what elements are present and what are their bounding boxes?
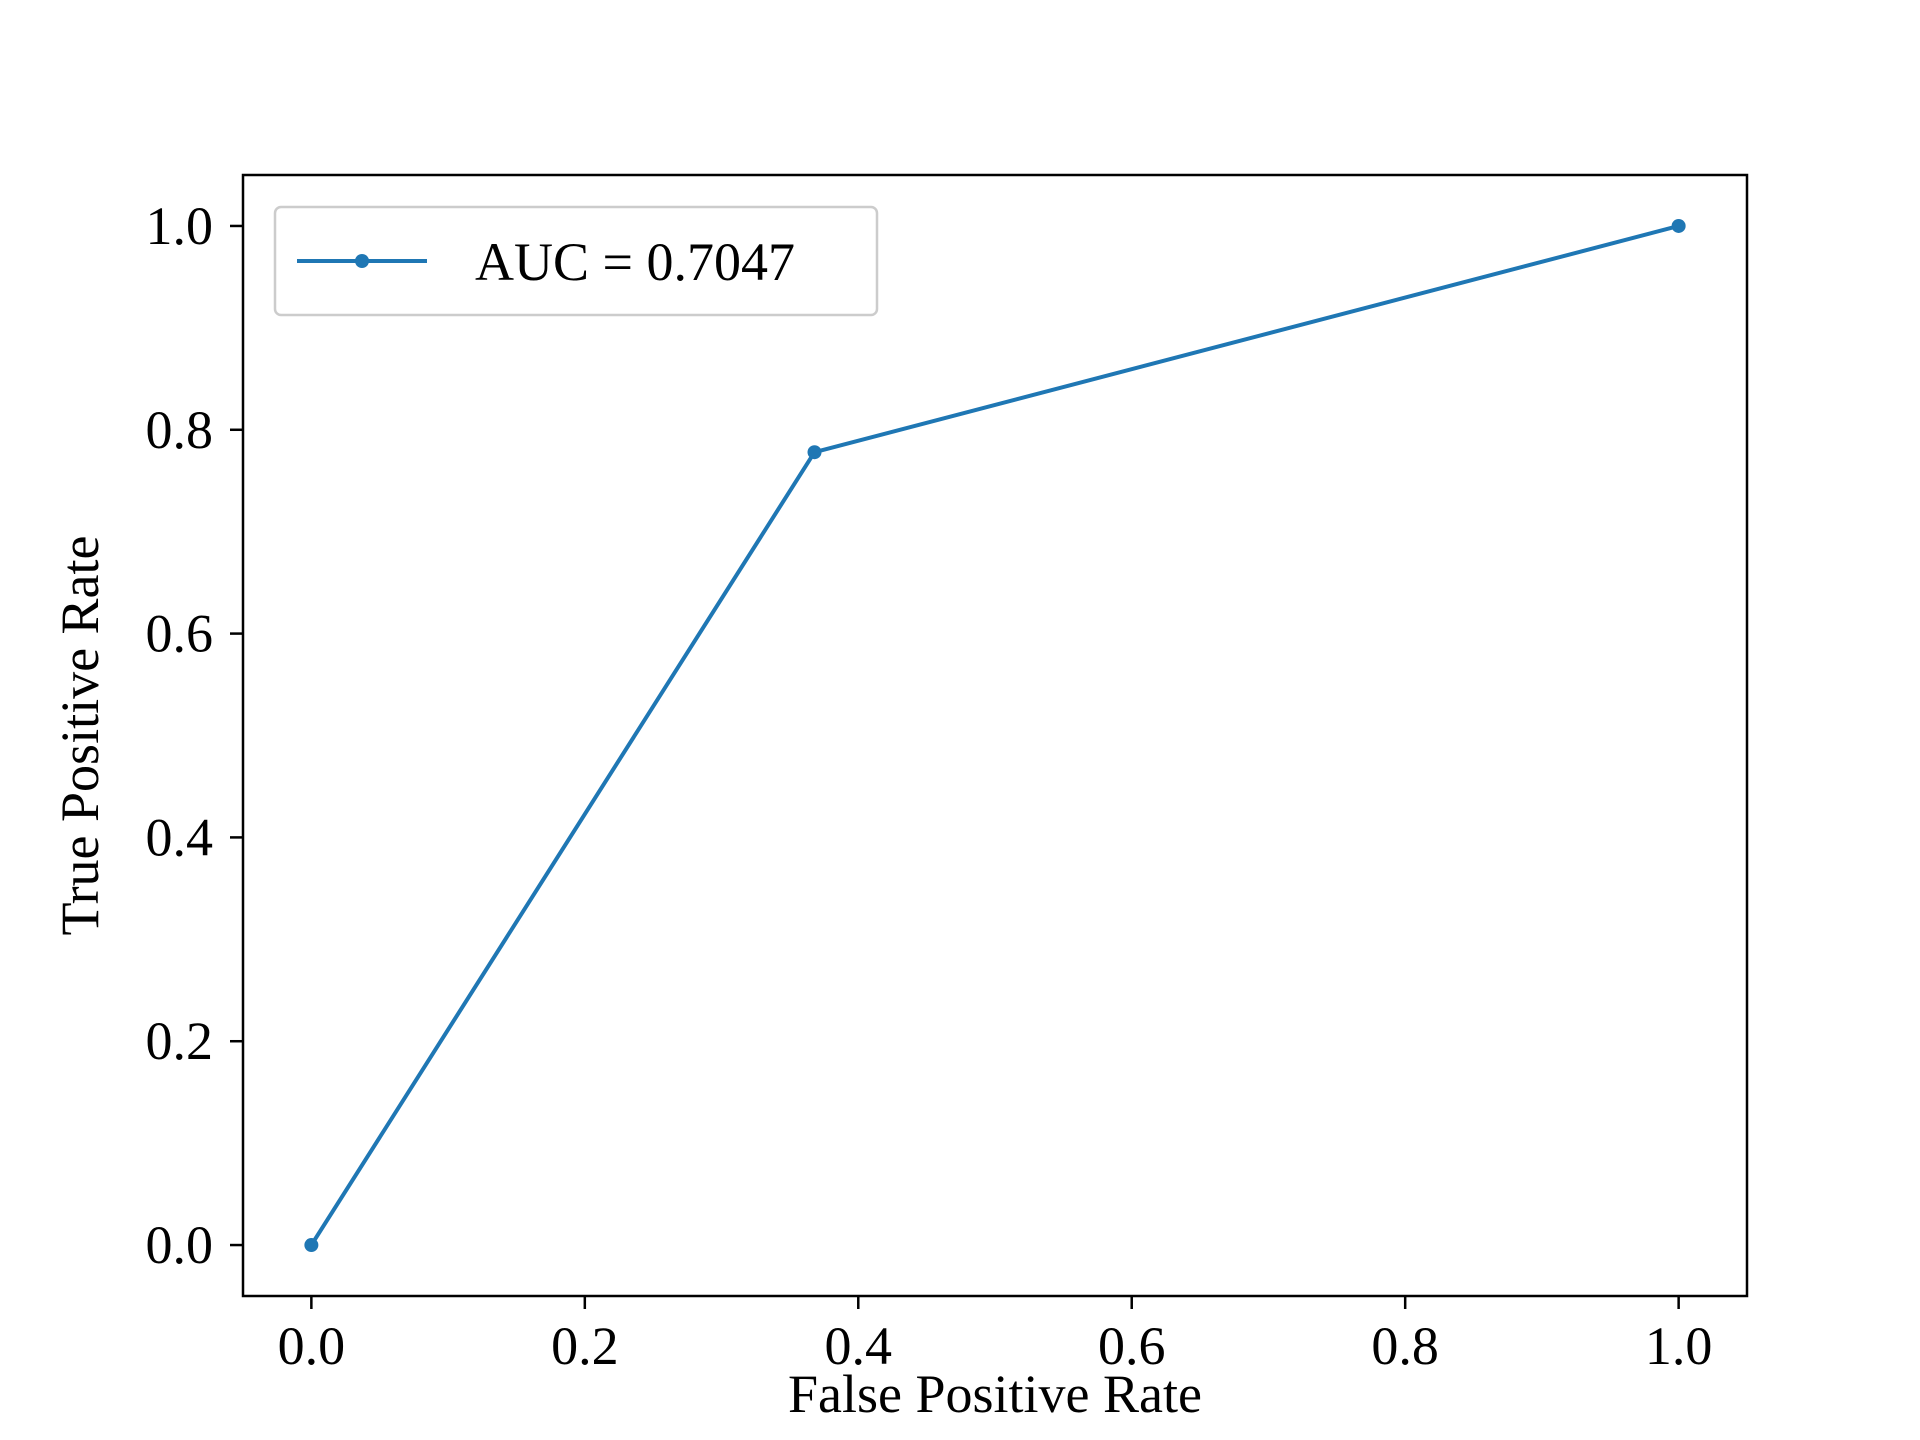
y-tick-label: 0.6: [146, 604, 214, 664]
y-tick-label: 0.0: [146, 1215, 214, 1275]
x-tick-label: 0.6: [1098, 1316, 1166, 1376]
data-point: [304, 1238, 319, 1253]
legend: AUC = 0.7047: [273, 205, 879, 317]
plot-area: [304, 218, 1686, 1253]
x-tick-label: 0.0: [278, 1316, 346, 1376]
axes: 0.0 0.2 0.4 0.6 0.8 1.0 0.0 0.2 0.4 0.6 0.8 1.0 Fals…: [50, 173, 1749, 1424]
legend-marker: [355, 254, 369, 268]
data-point: [807, 445, 822, 460]
y-tick-label: 0.4: [146, 807, 214, 867]
x-tick-label: 0.8: [1371, 1316, 1439, 1376]
y-tick-label: 1.0: [146, 196, 214, 256]
legend-label: AUC = 0.7047: [475, 232, 795, 292]
legend-box: [273, 205, 879, 317]
x-tick-label: 1.0: [1645, 1316, 1713, 1376]
axes-frame: [241, 173, 1749, 1298]
y-axis-label: True Positive Rate: [50, 535, 110, 935]
x-tick-label: 0.4: [825, 1316, 893, 1376]
y-tick-label: 0.8: [146, 400, 214, 460]
x-axis-label: False Positive Rate: [788, 1364, 1202, 1424]
y-tick-label: 0.2: [146, 1011, 214, 1071]
x-tick-label: 0.2: [551, 1316, 619, 1376]
data-point: [1671, 218, 1686, 233]
